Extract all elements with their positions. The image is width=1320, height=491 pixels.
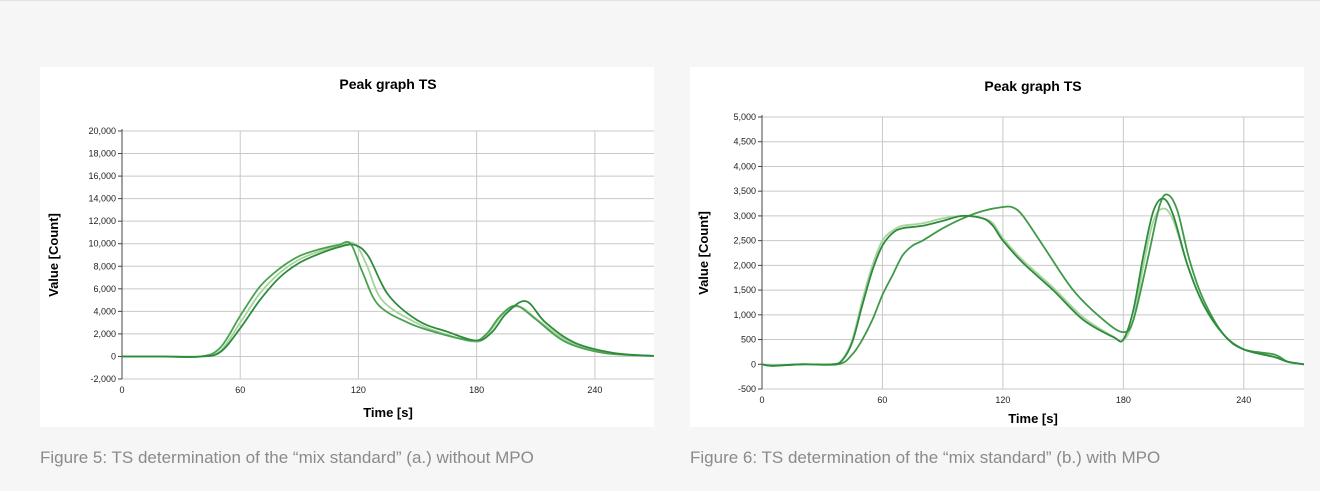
y-tick-label: 0 xyxy=(751,359,756,369)
y-axis-label: Value [Count] xyxy=(46,213,61,297)
y-tick-label: 20,000 xyxy=(88,126,116,136)
y-tick-label: 14,000 xyxy=(88,194,116,204)
x-tick-label: 0 xyxy=(119,385,124,395)
figure-5-panel: -2,000 0 2,000 4,000 6,000 8,000 10,000 12,000 1… xyxy=(40,67,654,427)
series-line-1 xyxy=(122,243,654,358)
y-tick-label: 2,000 xyxy=(733,260,756,270)
y-tick-label: -500 xyxy=(738,384,756,394)
y-tick-label: 12,000 xyxy=(88,216,116,226)
y-tick-label: 3,500 xyxy=(733,186,756,196)
y-axis-label: Value [Count] xyxy=(696,211,711,295)
y-tick-label: 0 xyxy=(111,351,116,361)
y-tick-label: 1,000 xyxy=(733,310,756,320)
x-tick-label: 240 xyxy=(587,385,602,395)
x-axis-label: Time [s] xyxy=(363,405,413,420)
y-tick-label: 16,000 xyxy=(88,171,116,181)
y-tick-label: 2,000 xyxy=(93,329,116,339)
grid-lines xyxy=(122,130,654,380)
chart-figure-6: -50005001,0001,5002,0002,5003,0003,5004,… xyxy=(690,67,1304,427)
x-tick-label: 180 xyxy=(469,385,484,395)
y-tick-label: 5,000 xyxy=(733,112,756,122)
chart-title: Peak graph TS xyxy=(339,76,436,92)
series-line-2 xyxy=(122,240,654,359)
series-line-2 xyxy=(761,193,1304,367)
series-line-3 xyxy=(122,241,654,358)
y-tick-label: 18,000 xyxy=(88,149,116,159)
y-tick-label: 4,000 xyxy=(733,161,756,171)
chart-figure-5: -2,00002,0004,0006,0008,00010,00012,0001… xyxy=(40,67,654,427)
y-tick-label: 500 xyxy=(741,335,756,345)
x-tick-label: 120 xyxy=(995,395,1010,405)
x-tick-label: 120 xyxy=(351,385,366,395)
x-tick-label: 180 xyxy=(1116,395,1131,405)
y-tick-label: 10,000 xyxy=(88,239,116,249)
x-tick-label: 60 xyxy=(877,395,887,405)
figure-6-caption: Figure 6: TS determination of the “mix s… xyxy=(690,448,1161,467)
y-tick-label: 6,000 xyxy=(93,284,116,294)
y-tick-label: -2,000 xyxy=(90,374,116,384)
figure-5-caption: Figure 5: TS determination of the “mix s… xyxy=(40,448,534,467)
x-tick-label: 60 xyxy=(235,385,245,395)
x-tick-label: 0 xyxy=(759,395,764,405)
y-tick-label: 3,000 xyxy=(733,211,756,221)
grid-lines xyxy=(762,116,1304,390)
y-tick-label: 2,500 xyxy=(733,236,756,246)
chart-title: Peak graph TS xyxy=(984,78,1081,94)
series-line-1 xyxy=(761,197,1304,367)
y-tick-label: 4,000 xyxy=(93,306,116,316)
x-tick-label: 240 xyxy=(1236,395,1251,405)
y-tick-label: 4,500 xyxy=(733,137,756,147)
x-axis-label: Time [s] xyxy=(1008,411,1058,426)
figure-6-panel: -500 0 500 1,000 1,500 2,000 2,500 3,000 3,500 4,… xyxy=(690,67,1304,427)
y-tick-label: 1,500 xyxy=(733,285,756,295)
y-tick-label: 8,000 xyxy=(93,261,116,271)
